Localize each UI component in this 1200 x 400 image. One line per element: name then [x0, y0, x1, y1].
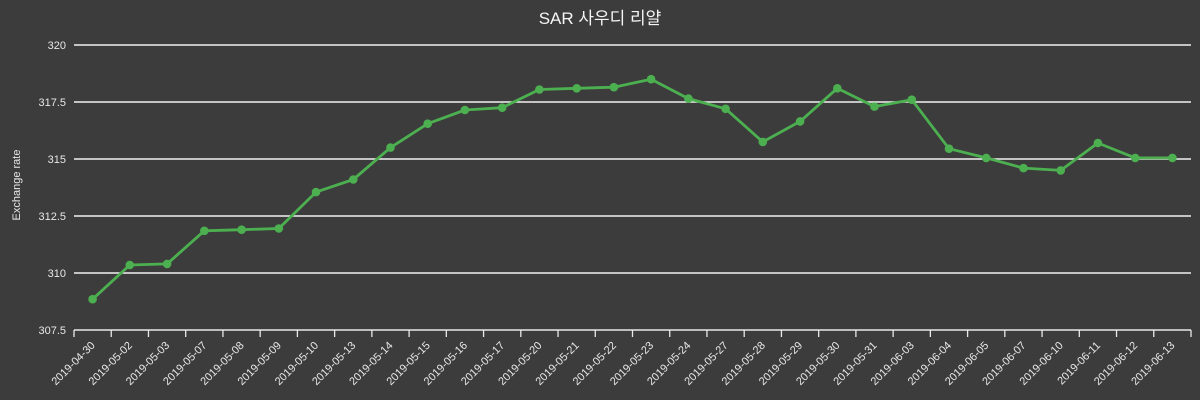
data-point: [833, 84, 842, 93]
data-point: [311, 187, 321, 197]
y-tick-label: 307.5: [38, 325, 66, 337]
data-point: [795, 117, 805, 126]
y-tick-label: 310: [48, 268, 66, 280]
data-point: [758, 137, 768, 147]
data-point: [870, 102, 879, 111]
data-point: [237, 225, 246, 234]
data-point: [609, 82, 619, 92]
data-point: [1168, 153, 1177, 163]
chart-title: SAR 사우디 리얄: [539, 9, 662, 28]
data-point: [721, 104, 730, 114]
data-point: [386, 143, 395, 152]
data-point: [423, 119, 433, 128]
data-point: [162, 259, 172, 269]
data-point: [944, 144, 954, 153]
data-point: [646, 74, 656, 84]
data-point: [460, 105, 470, 115]
y-tick-label: 317.5: [38, 97, 66, 109]
data-point: [1019, 163, 1028, 173]
data-point: [907, 95, 917, 104]
data-point: [497, 103, 507, 112]
data-point: [981, 153, 991, 163]
y-axis-title: Exchange rate: [11, 150, 23, 221]
data-point: [535, 85, 544, 94]
data-point: [1130, 153, 1140, 163]
data-point: [88, 294, 97, 304]
y-tick-label: 312.5: [38, 211, 66, 223]
data-point: [200, 226, 209, 236]
gridlines: [74, 44, 1191, 274]
x-axis: [73, 329, 1192, 337]
data-point: [684, 94, 693, 103]
y-tick-label: 315: [48, 154, 66, 166]
data-point: [1056, 166, 1065, 175]
series-layer: [88, 74, 1177, 304]
data-point: [125, 260, 135, 270]
series-line: [91, 77, 1174, 301]
data-point: [349, 175, 358, 184]
data-point: [572, 84, 581, 93]
data-point: [1093, 138, 1103, 148]
y-tick-label: 320: [48, 40, 66, 52]
tick-labels: 307.5310312.5315317.53202019-04-302019-0…: [38, 40, 1177, 388]
data-point: [274, 224, 284, 233]
